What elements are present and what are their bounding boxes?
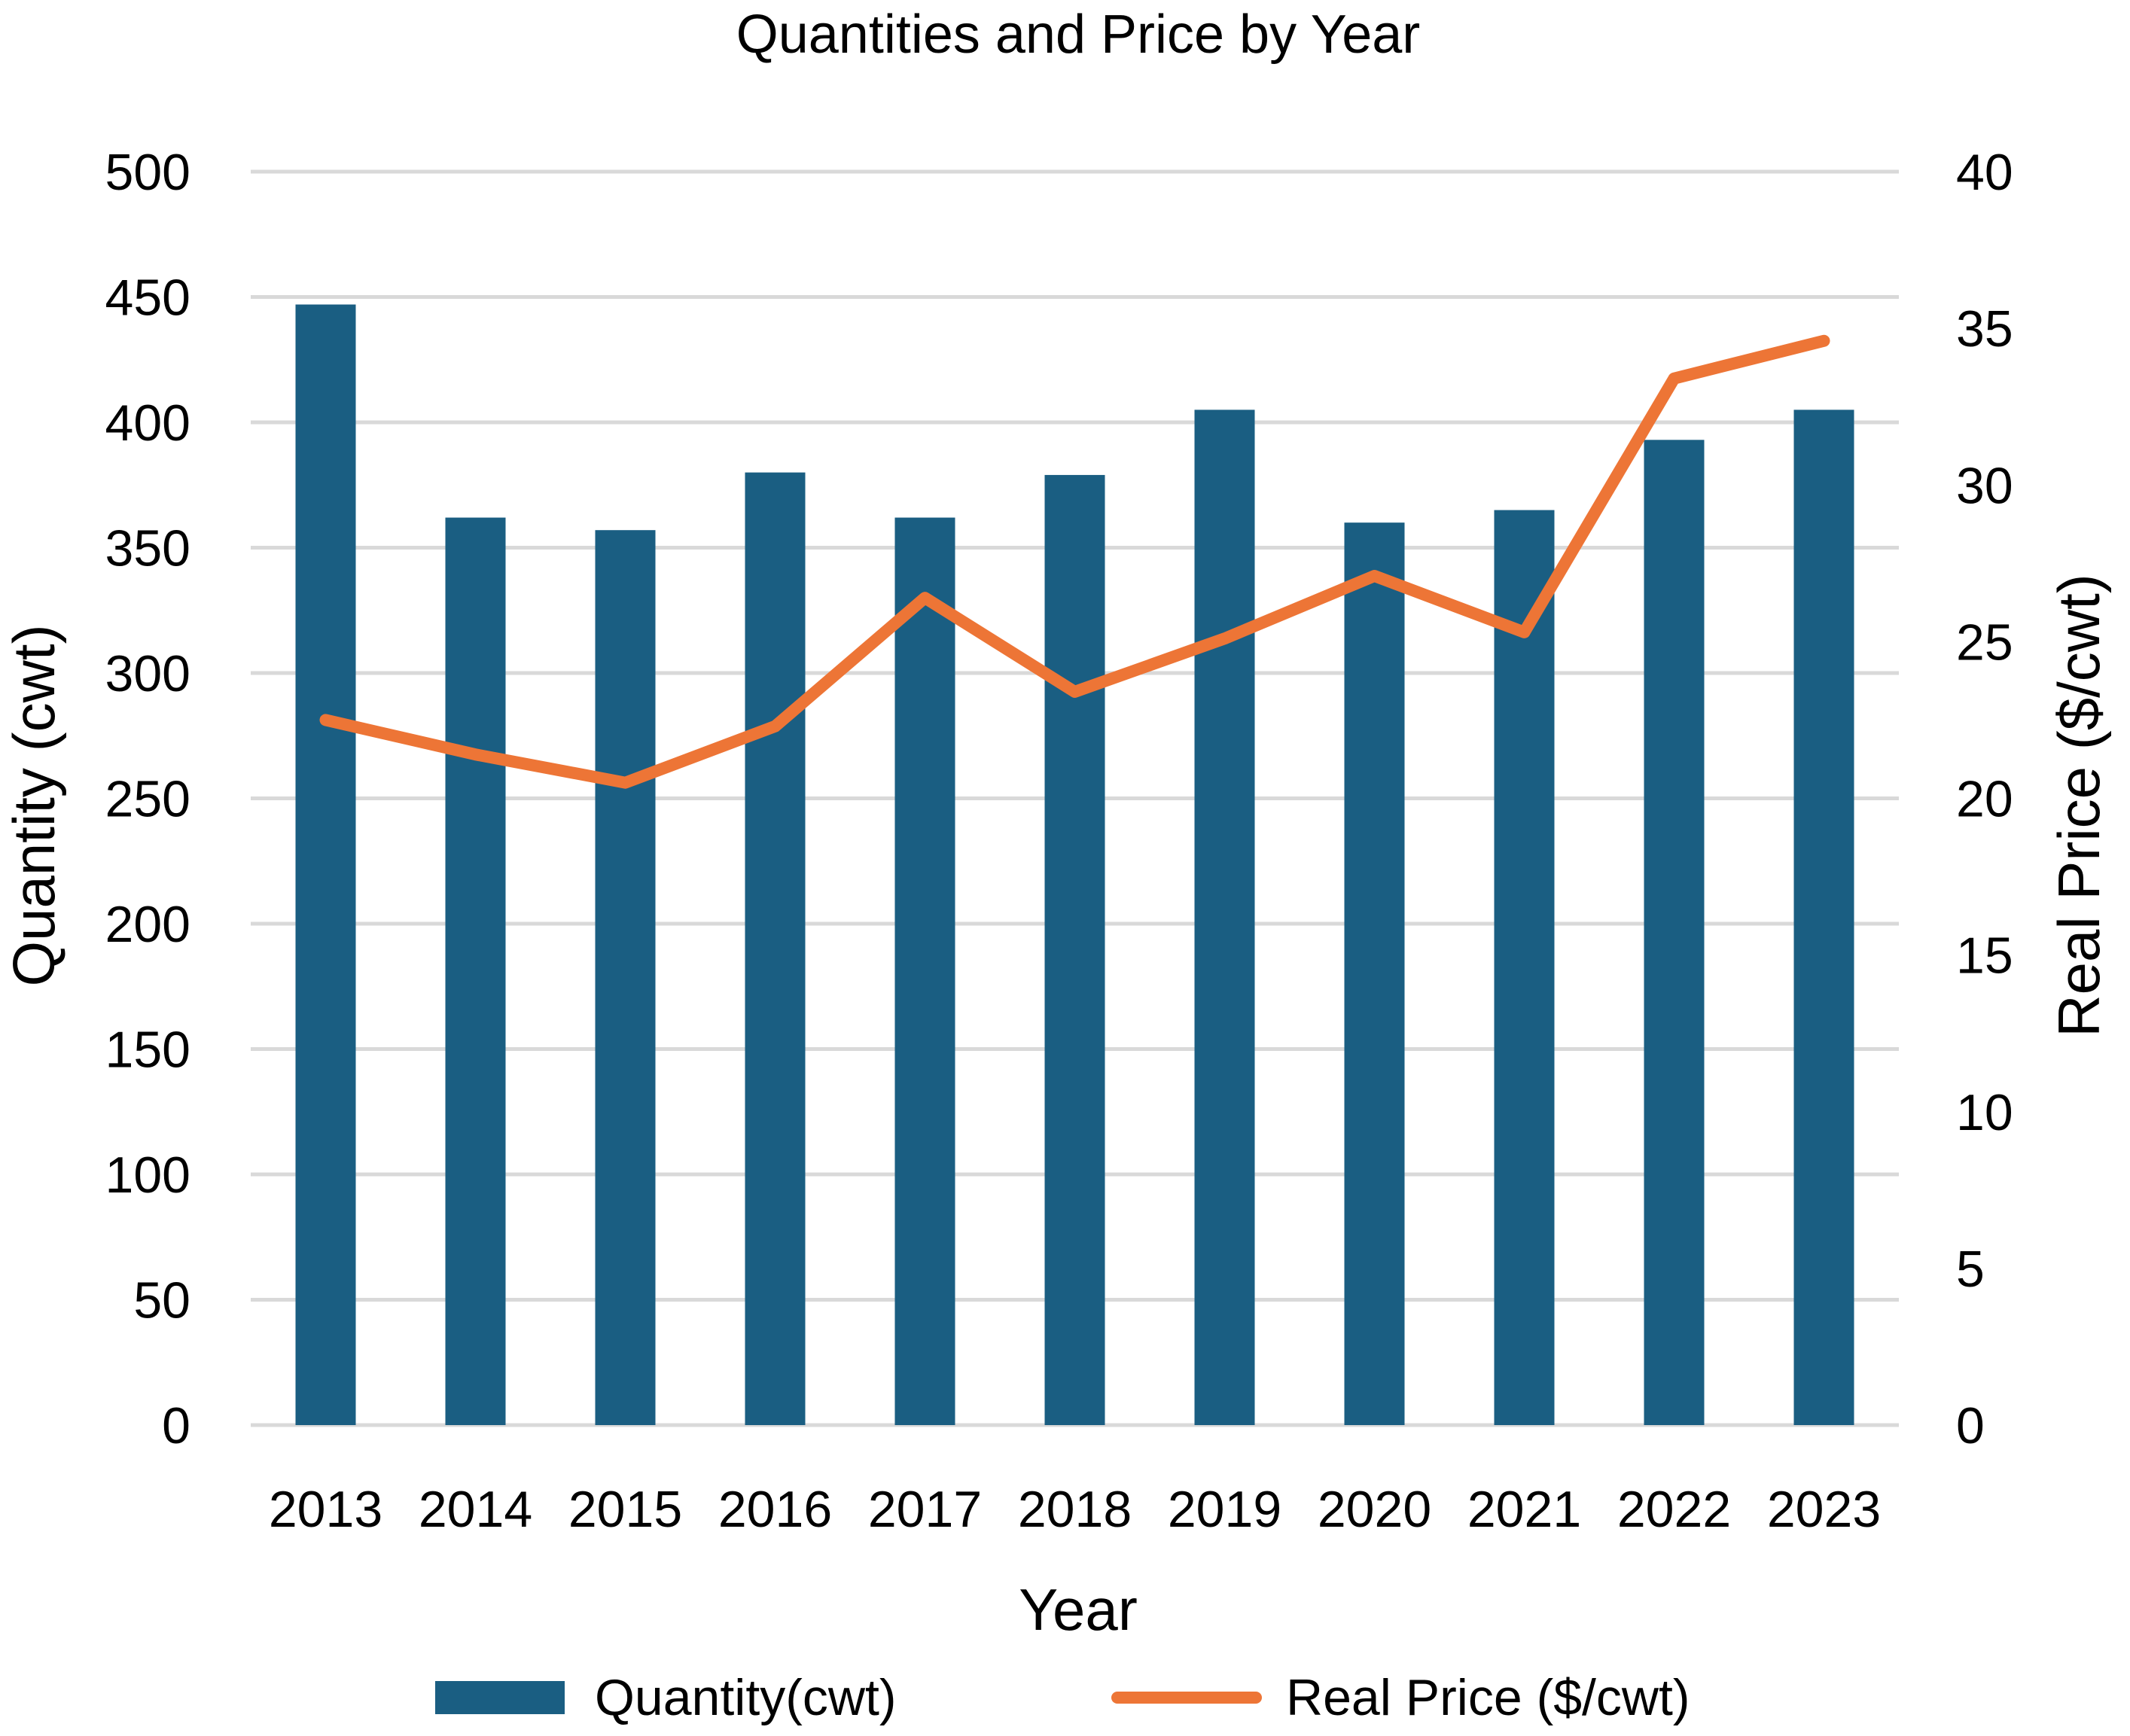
x-tick-label: 2013 (269, 1481, 382, 1538)
bar-2017 (894, 517, 955, 1425)
left-axis-ticks: 0 50 100 150 200 250 300 350 400 450 500 (105, 144, 190, 1454)
bar-2013 (295, 304, 356, 1425)
bar-2021 (1494, 510, 1555, 1425)
legend-swatch-quantity (435, 1681, 565, 1714)
bar-2015 (595, 530, 656, 1426)
y2-tick-label: 35 (1956, 300, 2013, 358)
y2-tick-label: 40 (1956, 144, 2013, 201)
y-tick-label: 150 (105, 1022, 190, 1079)
x-tick-label: 2023 (1767, 1481, 1881, 1538)
price-point-2017 (924, 597, 926, 599)
y2-tick-label: 20 (1956, 771, 2013, 828)
price-point-2020 (1373, 574, 1376, 577)
price-point-2023 (1823, 340, 1825, 342)
y-tick-label: 400 (105, 394, 190, 452)
price-point-2013 (325, 719, 327, 721)
y-tick-label: 200 (105, 896, 190, 953)
bar-2022 (1644, 440, 1705, 1425)
bar-2019 (1194, 410, 1255, 1425)
price-point-2014 (474, 754, 477, 756)
right-axis-ticks: 0 5 10 15 20 25 30 35 40 (1956, 144, 2013, 1454)
y-axis-title: Quantity (cwt) (1, 624, 67, 986)
price-point-2018 (1074, 690, 1076, 693)
y2-tick-label: 25 (1956, 614, 2013, 671)
price-point-2021 (1523, 631, 1525, 633)
y2-tick-label: 0 (1956, 1397, 1985, 1454)
chart-title: Quantities and Price by Year (736, 5, 1421, 65)
x-tick-label: 2018 (1018, 1481, 1132, 1538)
y-tick-label: 100 (105, 1147, 190, 1204)
y2-tick-label: 5 (1956, 1241, 1985, 1298)
x-axis-ticks: 2013 2014 2015 2016 2017 2018 2019 2020 2021 2022… (269, 1481, 1881, 1538)
y-tick-label: 300 (105, 645, 190, 702)
x-tick-label: 2019 (1168, 1481, 1281, 1538)
y-tick-label: 450 (105, 270, 190, 327)
legend-label-price: Real Price ($/cwt) (1286, 1669, 1690, 1726)
price-point-2015 (624, 781, 626, 784)
bar-2014 (445, 517, 506, 1425)
x-axis-title: Year (1019, 1576, 1138, 1643)
y-tick-label: 50 (133, 1272, 190, 1329)
x-tick-label: 2021 (1467, 1481, 1581, 1538)
bar-2018 (1044, 474, 1105, 1426)
y-tick-label: 350 (105, 520, 190, 577)
quantity-bars (295, 304, 1854, 1426)
x-tick-label: 2014 (419, 1481, 532, 1538)
y-tick-label: 0 (162, 1397, 190, 1454)
x-tick-label: 2015 (568, 1481, 682, 1538)
legend-label-quantity: Quantity(cwt) (595, 1669, 897, 1726)
price-line (319, 334, 1830, 789)
y2-tick-label: 30 (1956, 457, 2013, 514)
price-point-2022 (1673, 377, 1675, 379)
x-tick-label: 2022 (1617, 1481, 1731, 1538)
x-tick-label: 2020 (1318, 1481, 1431, 1538)
x-tick-label: 2016 (718, 1481, 832, 1538)
bar-2020 (1344, 522, 1405, 1426)
y-tick-label: 500 (105, 144, 190, 201)
bar-2016 (745, 472, 806, 1425)
x-tick-label: 2017 (868, 1481, 982, 1538)
bar-2023 (1793, 410, 1854, 1425)
y-tick-label: 250 (105, 771, 190, 828)
y2-tick-label: 10 (1956, 1084, 2013, 1141)
price-point-2016 (774, 725, 776, 727)
y2-tick-label: 15 (1956, 927, 2013, 985)
y2-axis-title: Real Price ($/cwt) (2046, 574, 2112, 1037)
legend: Quantity(cwt) Real Price ($/cwt) (435, 1669, 1690, 1726)
price-point-2019 (1223, 638, 1226, 640)
